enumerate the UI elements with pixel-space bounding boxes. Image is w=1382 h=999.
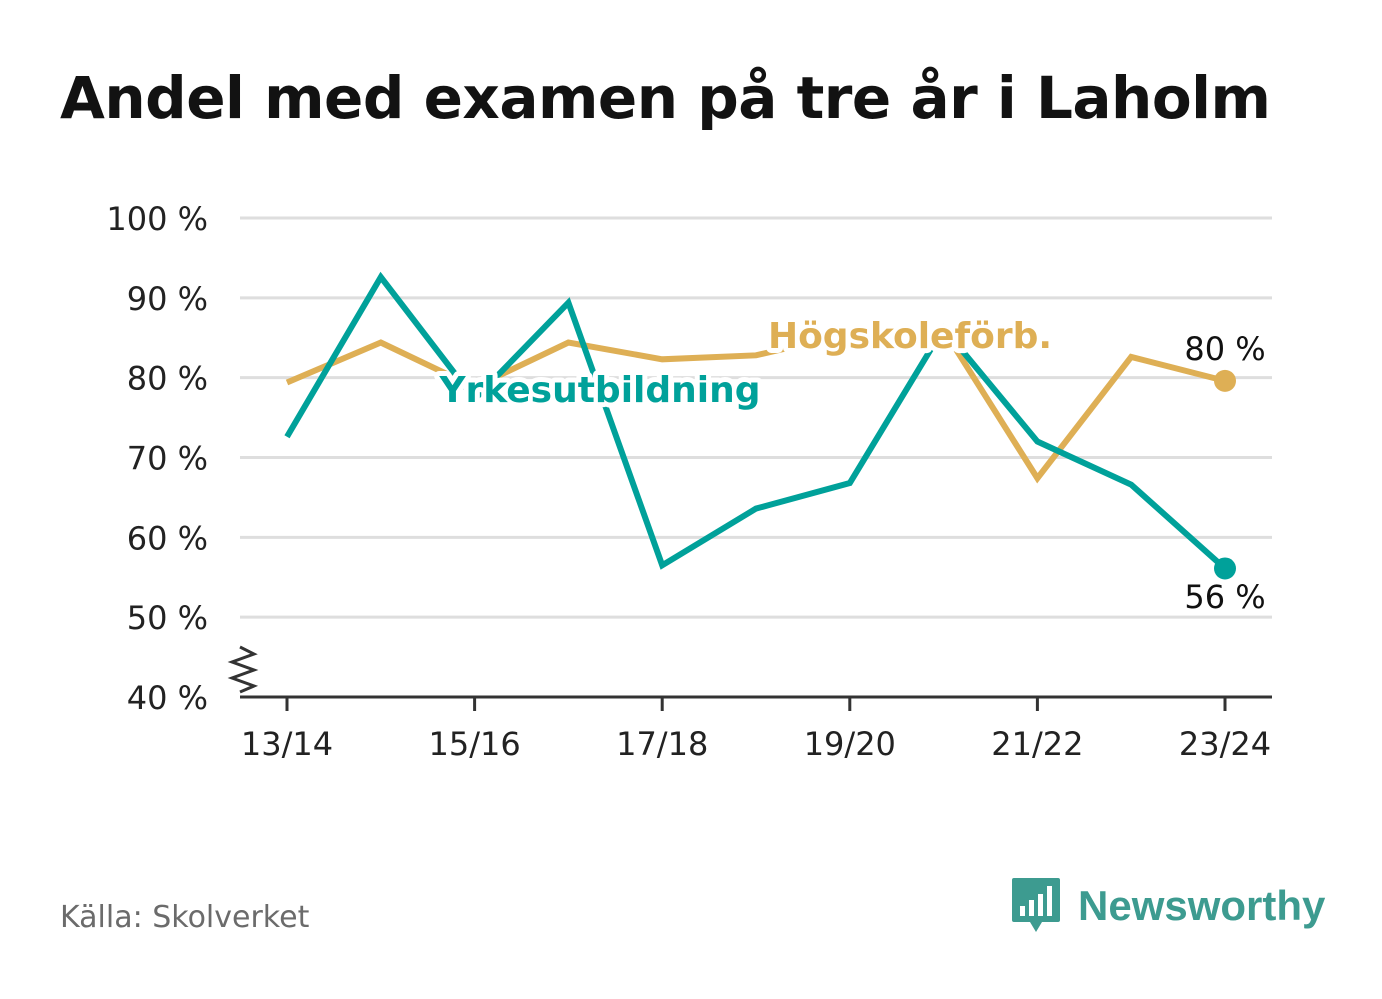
- y-axis-ticks: 40 % 50 % 60 % 70 % 80 % 90 % 100 %: [106, 200, 208, 717]
- chart-title: Andel med examen på tre år i Laholm: [60, 64, 1271, 132]
- end-value-label: 80 %: [1184, 330, 1265, 368]
- y-tick-label: 100 %: [106, 200, 208, 238]
- series-line-0: [285, 326, 1226, 484]
- x-tick-label: 17/18: [616, 725, 708, 763]
- y-tick-label: 70 %: [127, 440, 208, 478]
- series-name-label: Högskoleförb.: [768, 316, 1052, 357]
- gridlines: [240, 216, 1272, 619]
- axis-break-icon: [227, 645, 259, 694]
- source-note: Källa: Skolverket: [60, 900, 310, 935]
- y-tick-label: 50 %: [127, 599, 208, 637]
- bar-chart-speech-bubble-icon: [1012, 878, 1060, 932]
- series-end-point: [1214, 557, 1236, 580]
- x-tick-label: 21/22: [991, 725, 1083, 763]
- x-tick-label: 19/20: [804, 725, 896, 763]
- series-labels: Högskoleförb.Yrkesutbildning 80 % 56 %: [433, 311, 1265, 616]
- series-line-1: [284, 271, 1227, 571]
- y-tick-label: 90 %: [127, 280, 208, 318]
- series-lines: [284, 271, 1236, 580]
- x-tick-label: 13/14: [241, 725, 333, 763]
- brand-logo: Newsworthy: [1010, 876, 1325, 936]
- series-end-point: [1214, 369, 1236, 392]
- x-tick-label: 15/16: [428, 725, 520, 763]
- y-tick-label: 40 %: [127, 679, 208, 717]
- y-tick-label: 80 %: [127, 360, 208, 398]
- x-tick-label: 23/24: [1179, 725, 1271, 763]
- y-tick-label: 60 %: [127, 519, 208, 557]
- brand-name: Newsworthy: [1078, 882, 1326, 929]
- end-value-label: 56 %: [1184, 578, 1265, 616]
- x-axis: 13/14 15/16 17/18 19/20 21/22 23/24: [227, 645, 1272, 763]
- series-name-label: Yrkesutbildning: [438, 370, 760, 411]
